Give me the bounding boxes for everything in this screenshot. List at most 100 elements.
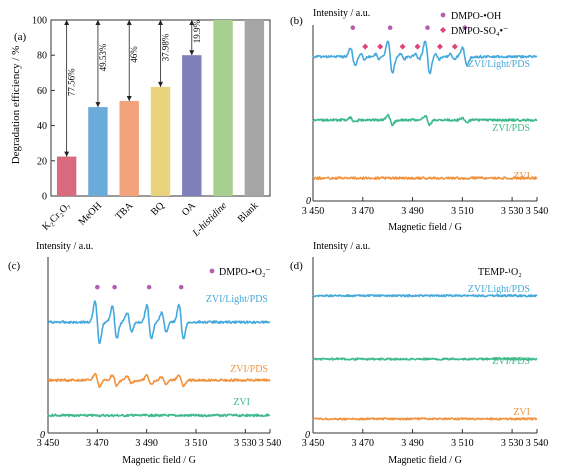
oh-peak-marker (387, 25, 393, 30)
panel-a-annotation-arrow-down (64, 151, 70, 157)
panel-c-label: (c) (8, 260, 21, 272)
panel-xtick-label: 3 470 (86, 438, 109, 449)
panel-d: (d) Intensity / a.u. 0 3 450 3 470 3 490 3 … (290, 241, 548, 466)
so4-peak-marker (414, 43, 421, 50)
o2-peak-marker (112, 284, 117, 290)
panel-a-ytick-label: 100 (32, 16, 47, 27)
panel-a-category-label: K₂Cr₂O₇ (40, 200, 72, 232)
panel-a-ytick-label: 40 (37, 121, 47, 132)
panel-d-series-1-label: ZVI/Light/PDS (468, 284, 530, 295)
panel-a-ytick-label: 60 (37, 86, 47, 97)
panel-xtick-label: 3 540 (526, 206, 549, 217)
panel-a-ytick-label: 80 (37, 51, 47, 62)
panel-a-annotation-label: 37.98% (161, 33, 171, 61)
panel-a-bar (213, 20, 233, 196)
panel-a-annotation-label: 19.9% (192, 19, 202, 43)
panel-d-curves (312, 293, 538, 421)
panel-c-ylabel: Intensity / a.u. (36, 241, 93, 252)
panel-b-series-3-label: ZVI (513, 171, 530, 182)
panel-a-ylabel: Degradation efficiency / % (10, 46, 22, 165)
spectrum-line (312, 113, 538, 127)
panel-c-origin: 0 (40, 430, 45, 441)
panel-a-annotation-label: 46% (129, 46, 139, 63)
spectrum-line (312, 357, 538, 361)
panel-a-annotation-label: 77.56% (67, 68, 77, 96)
panel-xtick-label: 3 540 (526, 438, 549, 449)
panel-d-series-2-label: ZVI/PDS (492, 356, 530, 367)
spectrum-line (47, 300, 271, 345)
oh-peak-marker (350, 25, 356, 30)
panel-xtick-label: 3 510 (185, 438, 208, 449)
panel-a-ytick-label: 20 (37, 156, 47, 167)
spectrum-line (312, 417, 538, 421)
panel-xtick-label: 3 490 (401, 206, 424, 217)
so4-peak-marker (399, 43, 406, 50)
legend-oh-label: DMPO-•OH (451, 11, 501, 22)
panel-b-curves (312, 40, 538, 180)
panel-b-label: (b) (290, 15, 303, 27)
panel-b-series-2-label: ZVI/PDS (492, 123, 530, 134)
panel-c-xticks: 3 450 3 470 3 490 3 510 3 530 3 540 (37, 429, 282, 449)
panel-a-category-label: Blank (236, 200, 261, 225)
panel-b-xticks: 3 450 3 470 3 490 3 510 3 530 3 540 (302, 197, 549, 217)
panel-b-markers (350, 25, 468, 50)
panel-d-xticks: 3 450 3 470 3 490 3 510 3 530 3 540 (302, 429, 549, 449)
so4-peak-marker (377, 43, 384, 50)
panel-b-origin: 0 (306, 196, 311, 207)
panel-a-annotation-arrow-up (95, 20, 101, 25)
spectrum-line (47, 372, 271, 389)
panel-a-bar (119, 100, 139, 196)
legend-o2-marker (209, 268, 215, 274)
panel-xtick-label: 3 510 (451, 206, 474, 217)
panel-d-label: (d) (290, 260, 303, 272)
legend-oh-marker (440, 12, 446, 18)
panel-b-ylabel: Intensity / a.u. (313, 8, 370, 19)
panel-a-annotation-arrow-down (95, 102, 101, 108)
panel-a-annotation-arrow-up (126, 20, 132, 25)
panel-xtick-label: 3 490 (135, 438, 158, 449)
legend-temp-label: TEMP-¹O₂ (478, 267, 522, 278)
panel-a-bar (244, 20, 265, 196)
panel-d-ylabel: Intensity / a.u. (313, 241, 370, 252)
legend-o2-label: DMPO-•O₂⁻ (219, 267, 271, 278)
panel-a-bar (182, 55, 202, 197)
panel-a-category-label: BQ (149, 200, 167, 218)
panel-a-bar (88, 107, 108, 196)
panel-a-category-label: L-histidine (190, 200, 230, 240)
legend-so4-label: DMPO-SO₄•⁻ (451, 26, 508, 37)
panel-a-category-label: TBA (113, 200, 135, 222)
oh-peak-marker (462, 25, 468, 30)
panel-xtick-label: 3 470 (352, 206, 375, 217)
panel-a-category-label: MeOH (77, 200, 104, 227)
panel-a-annotation-label: 49.53% (98, 43, 108, 71)
so4-peak-marker (436, 43, 443, 50)
spectrum-line (47, 413, 271, 418)
panel-c: (c) Intensity / a.u. 0 3 450 3 470 3 490 3 … (8, 241, 281, 466)
so4-peak-marker (362, 43, 369, 50)
panel-a-annotation-arrow-down (158, 81, 163, 87)
spectrum-line (312, 176, 538, 180)
so4-peak-marker (451, 43, 458, 50)
panel-xtick-label: 3 490 (401, 438, 424, 449)
panel-a-label: (a) (14, 31, 27, 43)
panel-xtick-label: 3 540 (259, 438, 282, 449)
panel-xtick-label: 3 450 (302, 438, 325, 449)
panel-a-category-label: OA (180, 200, 199, 219)
panel-a-bar (150, 86, 171, 196)
legend-so4-marker (440, 27, 446, 33)
panel-xtick-label: 3 530 (234, 438, 257, 449)
oh-peak-marker (425, 25, 430, 30)
panel-a-annotation-arrow-up (189, 20, 195, 25)
panel-c-xlabel: Magnetic field / G (122, 455, 196, 466)
panel-a-annotation-arrow-up (64, 20, 70, 25)
panel-a-bar (56, 156, 77, 196)
panel-d-origin: 0 (305, 430, 310, 441)
panel-xtick-label: 3 450 (37, 438, 60, 449)
panel-a-annotation-arrow-up (158, 20, 163, 25)
o2-peak-marker (178, 284, 184, 290)
panel-b-series-1-label: ZVI/Light/PDS (468, 59, 530, 70)
panel-c-series-1-label: ZVI/Light/PDS (206, 294, 268, 305)
panel-xtick-label: 3 510 (451, 438, 474, 449)
panel-c-curves (47, 300, 271, 418)
